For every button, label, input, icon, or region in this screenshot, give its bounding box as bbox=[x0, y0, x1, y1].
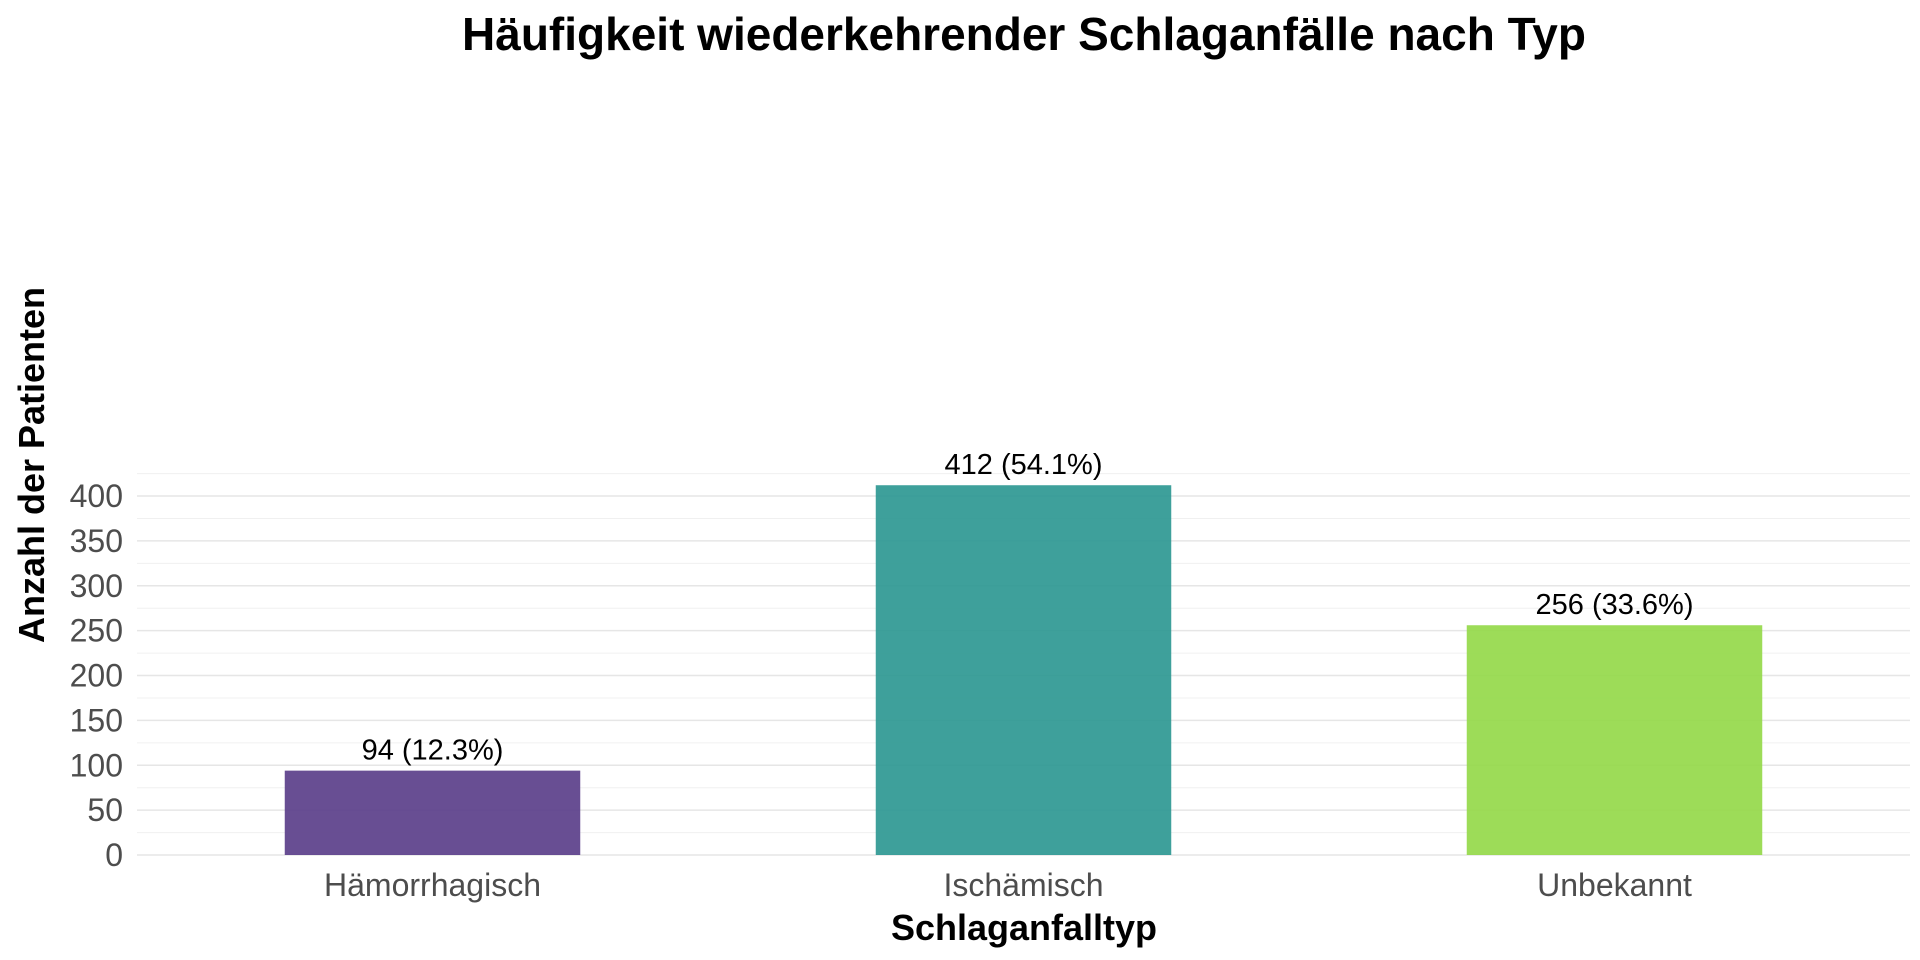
bar bbox=[284, 770, 581, 855]
bar bbox=[875, 485, 1172, 855]
y-tick-label: 150 bbox=[70, 702, 123, 738]
bar-data-label: 256 (33.6%) bbox=[1536, 589, 1694, 621]
y-axis-title: Anzahl der Patienten bbox=[11, 287, 52, 643]
y-tick-label: 300 bbox=[70, 568, 123, 604]
bar-data-label: 412 (54.1%) bbox=[945, 449, 1103, 481]
y-tick-label: 0 bbox=[105, 837, 123, 873]
bar bbox=[1466, 625, 1763, 855]
y-tick-label: 100 bbox=[70, 747, 123, 783]
bar-data-label: 94 (12.3%) bbox=[362, 735, 504, 767]
y-tick-label: 400 bbox=[70, 478, 123, 514]
y-axis-tick-labels: 0 50 100 150 200 250 300 350 400 bbox=[70, 478, 123, 873]
y-tick-label: 350 bbox=[70, 523, 123, 559]
x-axis-tick-labels: Hämorrhagisch Ischämisch Unbekannt bbox=[324, 867, 1692, 903]
chart-title: Häufigkeit wiederkehrender Schlaganfälle… bbox=[462, 8, 1586, 60]
y-tick-label: 200 bbox=[70, 658, 123, 694]
x-axis-title: Schlaganfalltyp bbox=[891, 907, 1157, 948]
x-tick-label: Unbekannt bbox=[1537, 867, 1692, 903]
data-labels: 94 (12.3%) 412 (54.1%) 256 (33.6%) bbox=[362, 449, 1694, 766]
bars bbox=[284, 485, 1763, 855]
x-tick-label: Ischämisch bbox=[943, 867, 1103, 903]
y-tick-label: 50 bbox=[87, 792, 123, 828]
x-tick-label: Hämorrhagisch bbox=[324, 867, 541, 903]
y-tick-label: 250 bbox=[70, 613, 123, 649]
